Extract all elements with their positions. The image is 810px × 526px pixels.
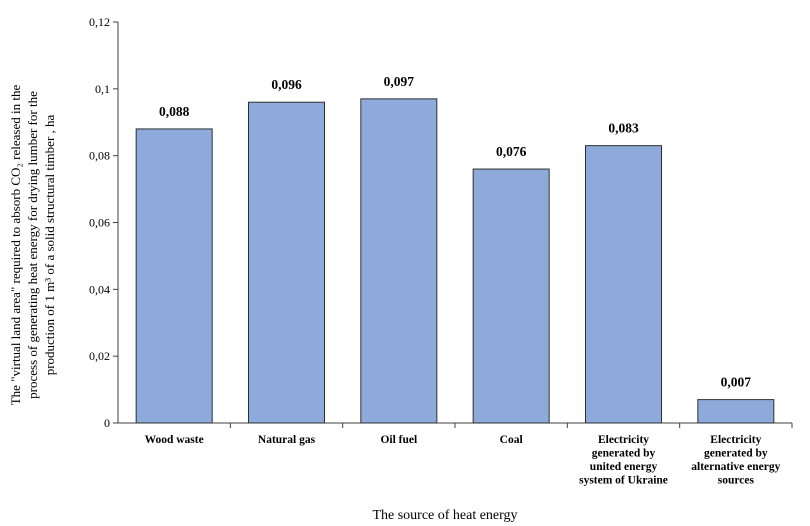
category-label: Natural gas [258, 434, 316, 446]
data-label: 0,083 [608, 121, 639, 136]
category-label: Wood waste [145, 434, 204, 446]
y-tick-label: 0,08 [89, 149, 110, 163]
category-labels: Wood waste Natural gas Oil fuel Coal Electri… [145, 423, 793, 487]
y-ticks: 0 0,02 0,04 0,06 0,08 0,1 0,12 [89, 15, 118, 430]
y-tick-label: 0,02 [89, 349, 110, 363]
y-tick-label: 0,06 [89, 216, 110, 230]
bar [472, 168, 550, 424]
data-label: 0,088 [159, 104, 190, 119]
bars [135, 98, 775, 424]
y-tick-label: 0,04 [89, 282, 110, 296]
category-label: Oil fuel [380, 434, 417, 446]
x-axis-title: The source of heat energy [372, 508, 517, 523]
category-label: Coal [500, 434, 523, 446]
y-axis-title-line: production of 1 m³ of a solid structural… [42, 114, 57, 375]
category-label: Electricity generated by united energy syst… [579, 434, 668, 487]
bar [135, 128, 213, 424]
data-label: 0,076 [496, 144, 527, 159]
y-tick-label: 0,1 [95, 82, 110, 96]
y-axis-title-line: The "virtual land area" required to abso… [8, 85, 23, 406]
bar [585, 145, 662, 424]
y-tick-label: 0 [104, 416, 110, 430]
data-label: 0,096 [271, 77, 302, 92]
bar [248, 101, 325, 424]
bar [360, 98, 438, 424]
data-label: 0,007 [721, 375, 752, 390]
category-label: Electricity generated by alternative energ… [691, 434, 780, 487]
y-axis-title-line: process of generating heat energy for dr… [25, 91, 40, 399]
axes [117, 22, 792, 424]
data-labels: 0,088 0,096 0,097 0,076 0,083 0,007 [159, 74, 751, 390]
y-tick-label: 0,12 [89, 15, 110, 29]
bar [697, 399, 775, 424]
y-axis-title: The "virtual land area" required to abso… [8, 85, 57, 406]
data-label: 0,097 [384, 74, 415, 89]
